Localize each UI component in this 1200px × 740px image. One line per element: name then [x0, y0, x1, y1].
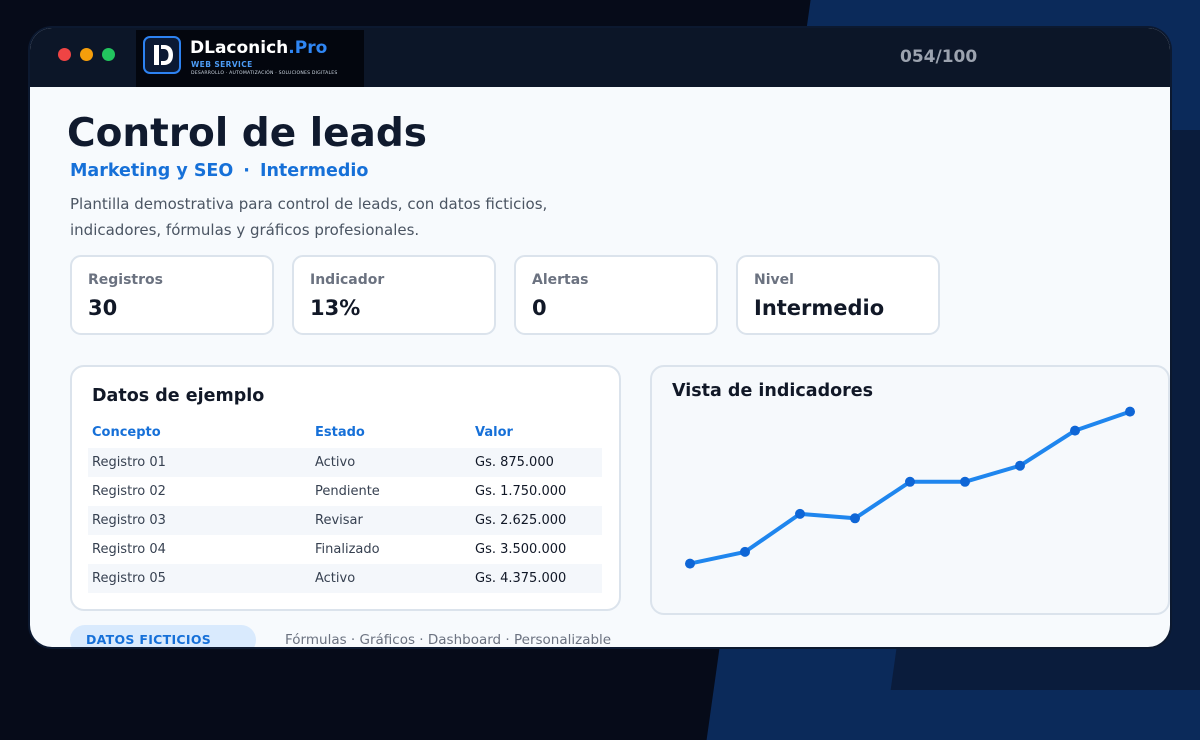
table-cell: Pendiente [315, 484, 380, 499]
data-point [685, 558, 695, 569]
table-cell: Gs. 3.500.000 [475, 542, 567, 557]
column-header-estado: Estado [315, 425, 365, 440]
table-cell: Gs. 2.625.000 [475, 513, 567, 528]
table-cell: Activo [315, 571, 356, 586]
table-row: Registro 02 Pendiente Gs. 1.750.000 [88, 477, 602, 506]
logo-icon [143, 36, 181, 74]
line-chart [685, 406, 1135, 569]
table-cell: Registro 03 [92, 513, 166, 528]
page-counter: 054/100 [900, 47, 978, 67]
chart-title: Vista de indicadores [672, 381, 874, 401]
data-point [850, 513, 860, 524]
page-description: Plantilla demostrativa para control de l… [70, 195, 548, 239]
table-row: Registro 01 Activo Gs. 875.000 [88, 448, 602, 477]
data-point [905, 476, 915, 487]
badge-label: DATOS FICTICIOS [86, 632, 212, 647]
data-point [740, 546, 750, 557]
table-cell: Gs. 875.000 [475, 455, 554, 470]
kpi-value: 0 [532, 296, 547, 320]
kpi-label: Alertas [532, 272, 589, 288]
level-label: Intermedio [259, 161, 369, 181]
table-row: Registro 03 Revisar Gs. 2.625.000 [88, 506, 602, 535]
brand-subtitle: WEB SERVICE [191, 60, 253, 69]
table-cell: Activo [315, 455, 356, 470]
kpi-label: Indicador [310, 272, 385, 288]
brand-logo: DLaconich.Pro WEB SERVICE DESARROLLO · A… [136, 30, 364, 87]
page-subtitle: Marketing y SEO · Intermedio [70, 161, 368, 181]
kpi-card-alertas: Alertas 0 [514, 255, 718, 335]
close-window-button[interactable] [58, 48, 71, 61]
brand-name: DLaconich.Pro [190, 38, 327, 58]
table-cell: Registro 02 [92, 484, 166, 499]
kpi-card-indicador: Indicador 13% [292, 255, 496, 335]
table-cell: Revisar [315, 513, 363, 528]
kpi-label: Nivel [754, 272, 794, 288]
page-title: Control de leads [67, 111, 428, 156]
category-label: Marketing y SEO [70, 161, 234, 181]
column-header-concepto: Concepto [92, 425, 161, 440]
table-cell: Gs. 4.375.000 [475, 571, 567, 586]
kpi-value: 13% [310, 296, 361, 320]
features-text: Fórmulas · Gráficos · Dashboard · Person… [285, 632, 612, 647]
status-badge: DATOS FICTICIOS [70, 625, 256, 647]
table-row: Registro 04 Finalizado Gs. 3.500.000 [88, 535, 602, 564]
app-window: DLaconich.Pro WEB SERVICE DESARROLLO · A… [30, 28, 1170, 647]
brand-tagline: DESARROLLO · AUTOMATIZACIÓN · SOLUCIONES… [191, 71, 338, 76]
table-cell: Finalizado [315, 542, 380, 557]
brand-name-main: DLaconich [190, 38, 289, 58]
data-point [795, 508, 805, 519]
table-cell: Registro 05 [92, 571, 166, 586]
chart-card: Vista de indicadores [650, 365, 1170, 615]
kpi-card-registros: Registros 30 [70, 255, 274, 335]
data-point [1070, 425, 1080, 436]
data-point [1015, 460, 1025, 471]
kpi-value: 30 [88, 296, 118, 320]
table-row: Registro 05 Activo Gs. 4.375.000 [88, 564, 602, 593]
data-point [960, 476, 970, 487]
table-cell: Registro 04 [92, 542, 166, 557]
series-line [688, 409, 1132, 566]
column-header-valor: Valor [475, 425, 513, 440]
data-point [1125, 406, 1135, 417]
minimize-window-button[interactable] [80, 48, 93, 61]
data-table-card: Datos de ejemplo Concepto Estado Valor R… [70, 365, 621, 611]
maximize-window-button[interactable] [102, 48, 115, 61]
title-bar: DLaconich.Pro WEB SERVICE DESARROLLO · A… [30, 28, 1170, 87]
kpi-label: Registros [88, 272, 163, 288]
separator: · [243, 161, 250, 181]
table-cell: Registro 01 [92, 455, 166, 470]
kpi-value: Intermedio [754, 296, 885, 320]
table-title: Datos de ejemplo [92, 386, 265, 406]
kpi-card-nivel: Nivel Intermedio [736, 255, 940, 335]
table-cell: Gs. 1.750.000 [475, 484, 567, 499]
brand-name-suffix: .Pro [288, 38, 328, 58]
